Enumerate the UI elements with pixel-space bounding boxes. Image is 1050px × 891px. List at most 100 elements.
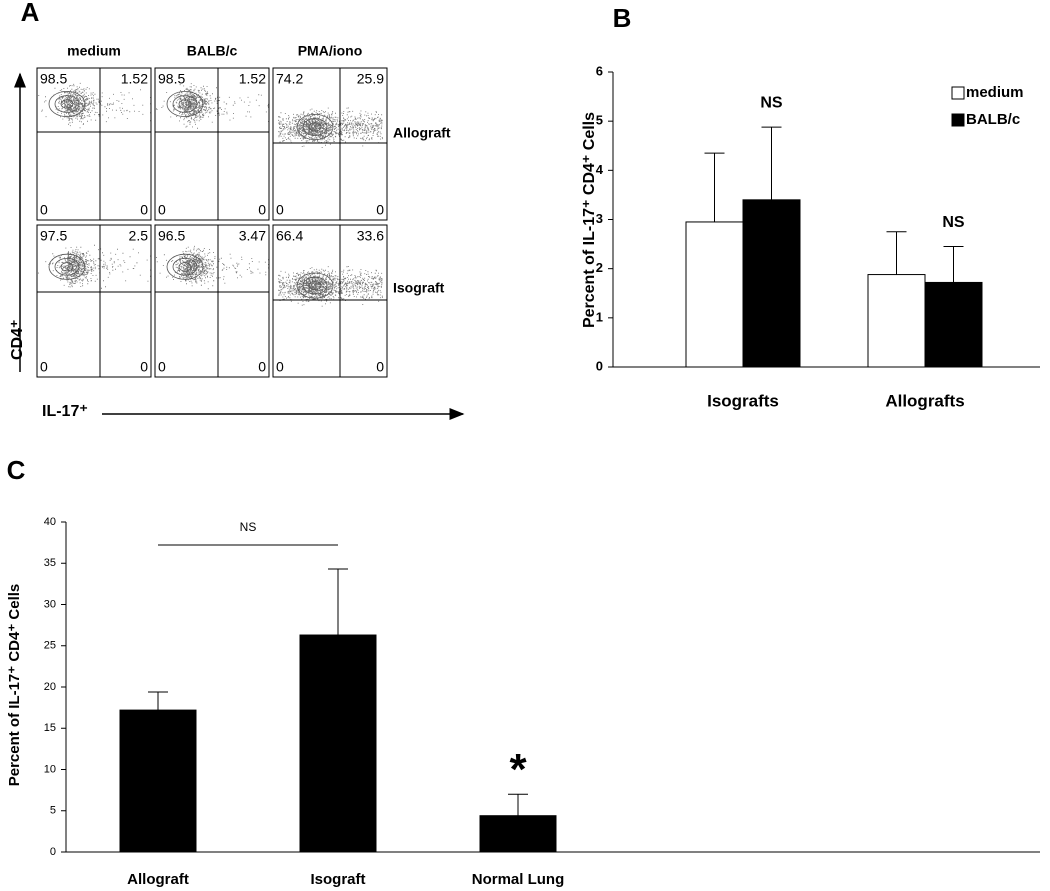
flow-events <box>278 266 383 307</box>
density-contour <box>296 272 334 299</box>
density-contour <box>54 95 80 113</box>
quadrant-percent: 25.9 <box>357 71 384 87</box>
density-contour <box>60 262 74 272</box>
plot-frame <box>154 67 270 221</box>
y-axis-label: Percent of IL-17⁺ CD4⁺ Cells <box>6 584 23 787</box>
error-bar <box>886 231 907 275</box>
y-tick-label: 10 <box>44 763 56 775</box>
y-tick-label: 3 <box>596 211 603 226</box>
quadrant-percent: 1.52 <box>121 71 148 87</box>
column-header: medium <box>67 43 121 59</box>
legend-swatch <box>951 86 965 100</box>
x-axis-label: IL-17⁺ <box>42 403 88 420</box>
row-label: Allograft <box>393 125 451 141</box>
x-tick-label: Isograft <box>310 871 365 888</box>
density-contour <box>308 122 322 132</box>
y-tick-label: 1 <box>596 309 603 324</box>
bar <box>299 634 377 853</box>
quadrant-percent: 0 <box>158 202 166 218</box>
y-tick-label: 0 <box>50 846 56 858</box>
density-contour <box>48 91 86 118</box>
density-contour <box>48 253 86 280</box>
bar <box>119 709 197 853</box>
y-tick-label: 25 <box>44 640 56 652</box>
plot-frame <box>272 224 388 378</box>
quadrant-percent: 66.4 <box>276 228 303 244</box>
density-contour <box>302 118 328 136</box>
quadrant-percent: 0 <box>40 359 48 375</box>
plot-frame <box>154 224 270 378</box>
error-bar <box>508 793 528 816</box>
quadrant-percent: 96.5 <box>158 228 185 244</box>
annotation: NS <box>942 214 965 231</box>
error-bar <box>704 152 725 222</box>
legend-label: BALB/c <box>966 111 1020 128</box>
legend-swatch <box>951 113 965 127</box>
bar <box>924 281 983 368</box>
panel-letter: A <box>21 0 40 27</box>
quadrant-percent: 2.5 <box>129 228 149 244</box>
quadrant-percent: 97.5 <box>40 228 67 244</box>
panel-letter: B <box>613 3 632 33</box>
annotation: NS <box>240 520 257 534</box>
y-tick-label: 5 <box>50 805 56 817</box>
y-tick-label: 15 <box>44 722 56 734</box>
x-tick-label: Normal Lung <box>472 871 565 888</box>
density-contour <box>166 253 204 280</box>
density-contour <box>178 99 192 109</box>
y-tick-label: 35 <box>44 557 56 569</box>
y-tick-label: 2 <box>596 260 603 275</box>
quadrant-percent: 0 <box>258 359 266 375</box>
flow-events <box>38 244 151 289</box>
quadrant-percent: 0 <box>376 359 384 375</box>
density-contour <box>166 91 204 118</box>
density-contour <box>308 280 322 291</box>
column-header: PMA/iono <box>298 43 363 59</box>
quadrant-percent: 0 <box>376 202 384 218</box>
flow-events <box>278 107 383 148</box>
quadrant-percent: 0 <box>140 359 148 375</box>
plot-frame <box>36 224 152 378</box>
bar <box>742 199 801 368</box>
error-bar <box>943 246 964 283</box>
flow-events <box>38 82 151 129</box>
quadrant-percent: 74.2 <box>276 71 303 87</box>
quadrant-percent: 1.52 <box>239 71 266 87</box>
error-bar <box>761 126 782 200</box>
quadrant-percent: 0 <box>40 202 48 218</box>
x-tick-label: Isografts <box>707 391 779 410</box>
bar <box>479 815 557 853</box>
bar <box>867 274 926 368</box>
y-tick-label: 40 <box>44 516 56 528</box>
row-label: Isograft <box>393 280 445 296</box>
legend-label: medium <box>966 84 1024 101</box>
quadrant-percent: 33.6 <box>357 228 384 244</box>
y-tick-label: 6 <box>596 63 603 78</box>
quadrant-percent: 98.5 <box>158 71 185 87</box>
density-contour <box>178 262 192 272</box>
annotation: * <box>509 745 527 794</box>
density-contour <box>172 95 198 113</box>
error-bar <box>148 691 168 711</box>
density-contour <box>54 257 80 276</box>
y-tick-label: 5 <box>596 113 603 128</box>
y-tick-label: 0 <box>596 358 603 373</box>
quadrant-percent: 0 <box>276 359 284 375</box>
plot-frame <box>36 67 152 221</box>
y-axis-label: Percent of IL-17⁺ CD4⁺ Cells <box>581 112 598 328</box>
quadrant-percent: 98.5 <box>40 71 67 87</box>
y-tick-label: 20 <box>44 681 56 693</box>
y-tick-label: 4 <box>596 162 604 177</box>
error-bar <box>328 568 348 636</box>
flow-events <box>156 245 269 290</box>
density-contour <box>296 114 334 141</box>
quadrant-percent: 3.47 <box>239 228 266 244</box>
column-header: BALB/c <box>187 43 238 59</box>
quadrant-percent: 0 <box>140 202 148 218</box>
y-tick-label: 30 <box>44 598 56 610</box>
density-contour <box>60 99 74 109</box>
y-axis-label: CD4⁺ <box>9 320 26 360</box>
bar <box>685 221 744 368</box>
quadrant-percent: 0 <box>276 202 284 218</box>
